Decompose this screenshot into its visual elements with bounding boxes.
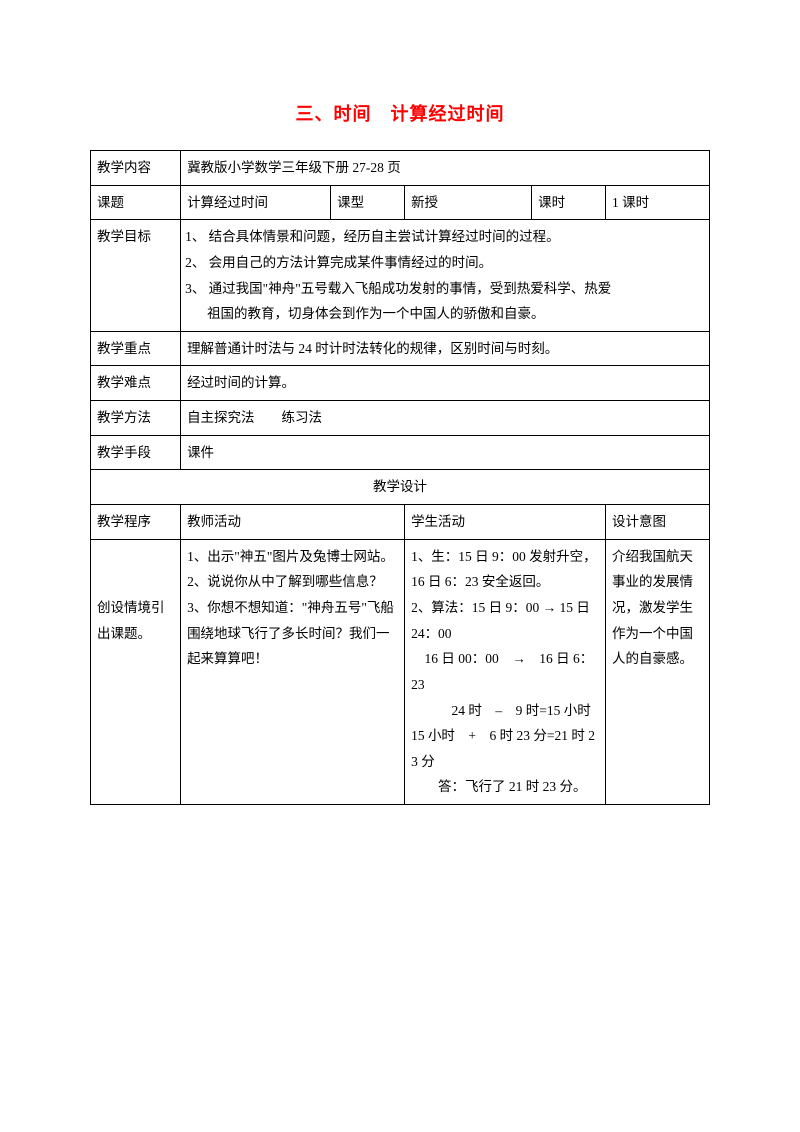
topic-value: 计算经过时间 [181, 185, 331, 220]
row-content: 教学内容 冀教版小学数学三年级下册 27-28 页 [91, 151, 710, 186]
row-design-header: 教学设计 [91, 470, 710, 505]
student-line: 15 小时 + 6 时 23 分=21 时 23 分 [411, 723, 599, 774]
student-line: 2、算法：15 日 9：00 → 15 日 24：00 [411, 595, 599, 646]
goal-line: 3、 通过我国"神舟"五号载入飞船成功发射的事情，受到热爱科学、热爱 [185, 276, 703, 302]
goal-label: 教学目标 [91, 220, 181, 332]
goal-value: 1、 结合具体情景和问题，经历自主尝试计算经过时间的过程。 2、 会用自己的方法… [181, 220, 710, 332]
content-value: 冀教版小学数学三年级下册 27-28 页 [181, 151, 710, 186]
row-goals: 教学目标 1、 结合具体情景和问题，经历自主尝试计算经过时间的过程。 2、 会用… [91, 220, 710, 332]
focus-value: 理解普通计时法与 24 时计时法转化的规律，区别时间与时刻。 [181, 331, 710, 366]
type-label: 课型 [331, 185, 405, 220]
design-header: 教学设计 [91, 470, 710, 505]
diff-value: 经过时间的计算。 [181, 366, 710, 401]
row-method: 教学方法 自主探究法 练习法 [91, 401, 710, 436]
means-value: 课件 [181, 435, 710, 470]
page-title: 三、时间 计算经过时间 [90, 100, 710, 126]
student-label: 学生活动 [405, 505, 606, 540]
row-focus: 教学重点 理解普通计时法与 24 时计时法转化的规律，区别时间与时刻。 [91, 331, 710, 366]
focus-label: 教学重点 [91, 331, 181, 366]
method-value: 自主探究法 练习法 [181, 401, 710, 436]
row-means: 教学手段 课件 [91, 435, 710, 470]
row-difficulty: 教学难点 经过时间的计算。 [91, 366, 710, 401]
row-subheader: 教学程序 教师活动 学生活动 设计意图 [91, 505, 710, 540]
type-value: 新授 [405, 185, 532, 220]
intent-label: 设计意图 [605, 505, 709, 540]
goal-line: 1、 结合具体情景和问题，经历自主尝试计算经过时间的过程。 [185, 224, 703, 250]
means-label: 教学手段 [91, 435, 181, 470]
row-topic: 课题 计算经过时间 课型 新授 课时 1 课时 [91, 185, 710, 220]
prog-label: 教学程序 [91, 505, 181, 540]
teacher-value: 1、出示"神五"图片及兔博士网站。 2、说说你从中了解到哪些信息？3、你想不想知… [181, 539, 405, 804]
method-label: 教学方法 [91, 401, 181, 436]
goal-line: 2、 会用自己的方法计算完成某件事情经过的时间。 [185, 250, 703, 276]
intent-value: 介绍我国航天事业的发展情况，激发学生作为一个中国人的自豪感。 [605, 539, 709, 804]
prog-value: 创设情境引出课题。 [91, 539, 181, 804]
prog-text: 创设情境引出课题。 [97, 600, 165, 641]
period-label: 课时 [532, 185, 606, 220]
lesson-plan-table: 教学内容 冀教版小学数学三年级下册 27-28 页 课题 计算经过时间 课型 新… [90, 150, 710, 805]
student-line: 1、生：15 日 9：00 发射升空，16 日 6：23 安全返回。 [411, 544, 599, 595]
student-value: 1、生：15 日 9：00 发射升空，16 日 6：23 安全返回。 2、算法：… [405, 539, 606, 804]
period-value: 1 课时 [605, 185, 709, 220]
content-label: 教学内容 [91, 151, 181, 186]
student-line: 24 时 – 9 时=15 小时 [411, 698, 599, 724]
teacher-label: 教师活动 [181, 505, 405, 540]
student-line: 答：飞行了 21 时 23 分。 [411, 774, 599, 800]
topic-label: 课题 [91, 185, 181, 220]
student-line: 16 日 00：00 → 16 日 6：23 [411, 646, 599, 697]
row-activity: 创设情境引出课题。 1、出示"神五"图片及兔博士网站。 2、说说你从中了解到哪些… [91, 539, 710, 804]
goal-line: 祖国的教育，切身体会到作为一个中国人的骄傲和自豪。 [185, 301, 703, 327]
diff-label: 教学难点 [91, 366, 181, 401]
